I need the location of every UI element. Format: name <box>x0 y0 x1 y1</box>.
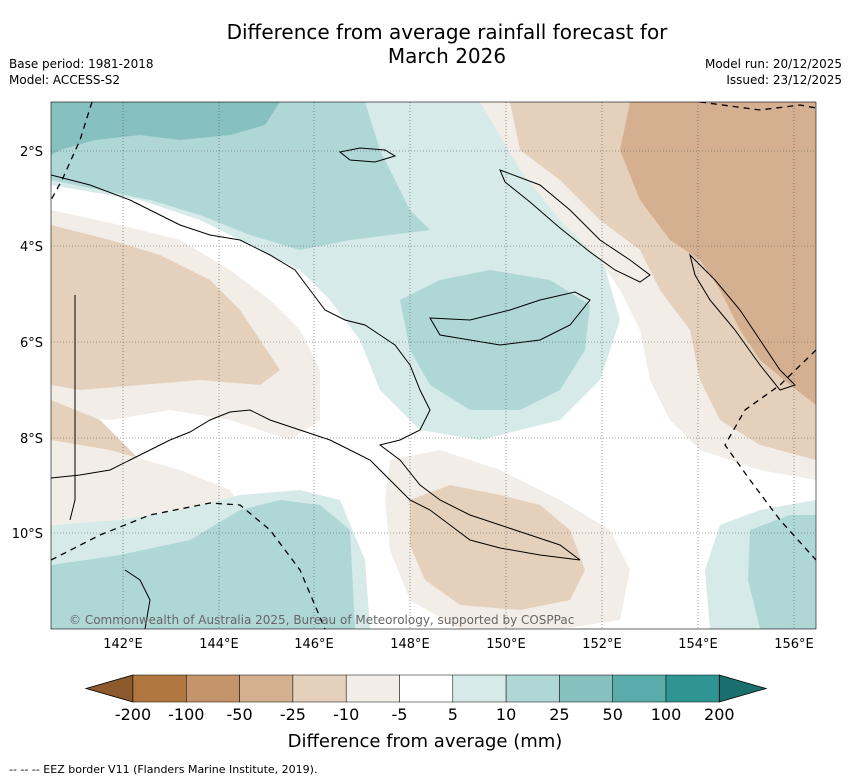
manus-coast <box>338 147 397 163</box>
colorbar-bin <box>186 674 240 703</box>
brown-region-west <box>51 225 280 390</box>
colorbar-bin <box>399 674 454 703</box>
teal-region-north-strong <box>51 102 280 155</box>
map-body <box>51 102 816 629</box>
colorbar-tick-label: -25 <box>279 705 306 724</box>
colorbar-tick-label: 10 <box>495 705 517 724</box>
lon-label-144e: 144°E <box>199 637 239 652</box>
colorbar-tick-label: -5 <box>391 705 408 724</box>
new-britain-coast <box>429 291 591 346</box>
colorbar-tick-label: 25 <box>549 705 570 724</box>
map-frame <box>50 101 817 630</box>
colorbar-bin <box>665 674 720 703</box>
title-line-1: Difference from average rainfall forecas… <box>226 20 668 44</box>
colorbar-bin <box>612 674 667 703</box>
colorbar-tick-label: 200 <box>704 705 735 724</box>
colorbar-tick-label: -100 <box>168 705 205 724</box>
gridlines <box>51 102 816 629</box>
colorbar-tick-label: 100 <box>650 705 682 724</box>
lon-label-142e: 142°E <box>103 637 143 652</box>
teal-region-southwest <box>51 500 355 629</box>
torres-coast <box>124 569 151 629</box>
lon-label-154e: 154°E <box>678 637 718 652</box>
colorbar-bin <box>559 674 613 703</box>
colorbar-title: Difference from average (mm) <box>287 731 563 752</box>
title-line-2: March 2026 <box>387 44 507 68</box>
colorbar-bin <box>239 674 294 703</box>
bougainville-coast <box>689 253 796 391</box>
issued-date: Issued: 23/12/2025 <box>726 73 842 87</box>
brown-region-east-strong <box>620 102 816 405</box>
lat-label-10s: 10°S <box>12 527 43 542</box>
lon-labels: 142°E 144°E 146°E 148°E 150°E 152°E 154°… <box>103 637 814 652</box>
eez-legend: -- -- -- EEZ border V11 (Flanders Marine… <box>9 763 318 776</box>
model-run: Model run: 20/12/2025 <box>704 57 842 71</box>
colorbar-tick-label: -50 <box>226 705 253 724</box>
colorbar <box>84 674 768 703</box>
colorbar-tick-label: 50 <box>602 705 623 724</box>
meta-right: Model run: 20/12/2025 Issued: 23/12/2025 <box>705 56 842 88</box>
lat-label-4s: 4°S <box>20 240 43 255</box>
colorbar-bin <box>345 674 400 703</box>
colorbar-extend-high <box>718 674 768 703</box>
colorbar-tick-label: 5 <box>447 705 458 724</box>
colorbar-tick-label: -200 <box>114 705 152 724</box>
colorbar-bin <box>452 674 507 703</box>
map-title: Difference from average rainfall forecas… <box>0 20 850 68</box>
colorbar-bin <box>505 674 560 703</box>
new-guinea-coast-south <box>51 409 581 561</box>
brown-region-southwest-light <box>51 440 240 525</box>
new-guinea-coast-north <box>51 174 581 561</box>
colorbar-tick-label: -10 <box>333 705 360 724</box>
lon-label-156e: 156°E <box>774 637 814 652</box>
lat-label-8s: 8°S <box>20 432 43 447</box>
lat-label-6s: 6°S <box>20 336 43 351</box>
lat-labels: 2°S 4°S 6°S 8°S 10°S <box>12 145 43 542</box>
meta-left: Base period: 1981-2018 Model: ACCESS-S2 <box>9 56 154 88</box>
teal-region-southeast <box>748 515 816 629</box>
lat-label-2s: 2°S <box>20 145 43 160</box>
base-period: Base period: 1981-2018 <box>9 57 154 71</box>
lon-label-148e: 148°E <box>390 637 430 652</box>
new-ireland-coast <box>499 169 651 283</box>
eez-borders <box>51 102 816 629</box>
copyright-notice: © Commonwealth of Australia 2025, Bureau… <box>69 613 575 627</box>
coastlines <box>51 147 796 629</box>
lon-label-152e: 152°E <box>582 637 622 652</box>
colorbar-bin <box>132 674 187 703</box>
colorbar-bin <box>292 674 347 703</box>
lon-label-146e: 146°E <box>294 637 334 652</box>
colorbar-extend-low <box>84 674 134 703</box>
teal-region-north-mid <box>51 102 430 250</box>
model-name: Model: ACCESS-S2 <box>9 73 121 87</box>
lon-label-150e: 150°E <box>486 637 526 652</box>
png-border <box>69 295 76 521</box>
teal-region-newbritain <box>400 270 590 410</box>
